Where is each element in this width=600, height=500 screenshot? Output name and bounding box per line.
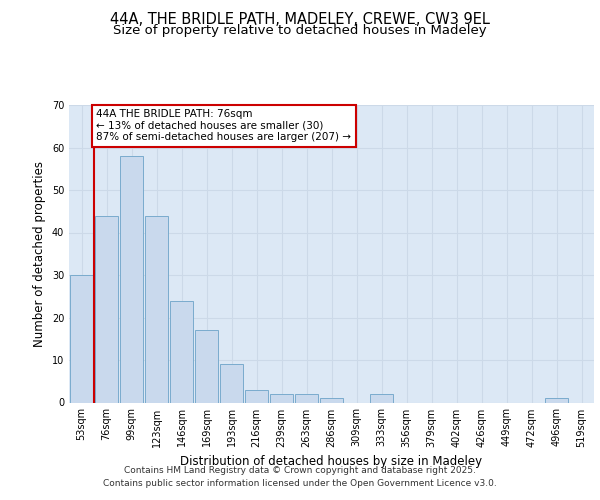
Text: Size of property relative to detached houses in Madeley: Size of property relative to detached ho… <box>113 24 487 37</box>
Bar <box>145 216 169 402</box>
Text: Contains HM Land Registry data © Crown copyright and database right 2025.
Contai: Contains HM Land Registry data © Crown c… <box>103 466 497 487</box>
Text: 44A THE BRIDLE PATH: 76sqm
← 13% of detached houses are smaller (30)
87% of semi: 44A THE BRIDLE PATH: 76sqm ← 13% of deta… <box>97 110 352 142</box>
Bar <box>320 398 343 402</box>
Bar <box>119 156 143 402</box>
Y-axis label: Number of detached properties: Number of detached properties <box>33 161 46 347</box>
Bar <box>70 275 94 402</box>
Bar <box>95 216 118 402</box>
Bar <box>245 390 268 402</box>
X-axis label: Distribution of detached houses by size in Madeley: Distribution of detached houses by size … <box>181 455 482 468</box>
Bar <box>170 300 193 402</box>
Bar <box>370 394 394 402</box>
Bar <box>269 394 293 402</box>
Text: 44A, THE BRIDLE PATH, MADELEY, CREWE, CW3 9EL: 44A, THE BRIDLE PATH, MADELEY, CREWE, CW… <box>110 12 490 28</box>
Bar <box>194 330 218 402</box>
Bar <box>220 364 244 403</box>
Bar <box>545 398 568 402</box>
Bar <box>295 394 319 402</box>
